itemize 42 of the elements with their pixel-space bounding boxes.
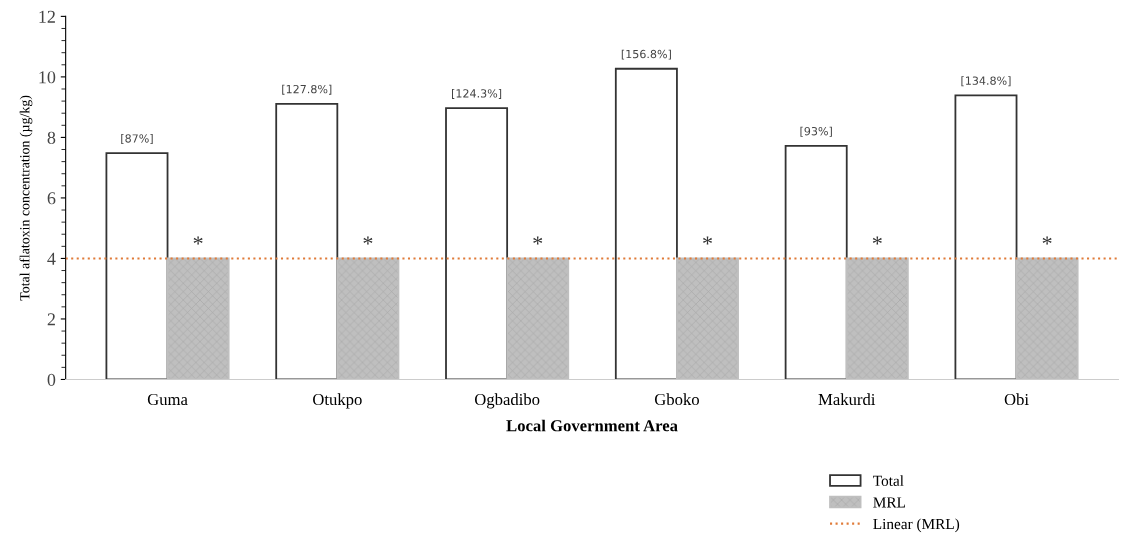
- annotation: *: [363, 236, 373, 245]
- x-axis-title: Local Government Area: [506, 419, 678, 432]
- annotation: *: [703, 236, 712, 245]
- x-tick-label: Makurdi: [818, 393, 876, 406]
- annotation: *: [872, 236, 882, 245]
- y-tick-label: 0: [47, 373, 56, 386]
- y-tick-label: 12: [39, 10, 55, 23]
- x-tick-label: Gboko: [654, 393, 699, 406]
- bar: [1015, 257, 1079, 380]
- bar: [166, 257, 230, 380]
- annotation: [93%]: [800, 126, 832, 137]
- y-tick-label: 8: [47, 131, 56, 144]
- bar: [336, 257, 400, 380]
- bar: [784, 144, 848, 380]
- x-tick-label: Obi: [1004, 393, 1029, 406]
- legend-label: MRL: [873, 497, 905, 508]
- annotation: [156.8%]: [621, 49, 671, 60]
- y-tick-label: 2: [47, 313, 55, 326]
- bar: [445, 107, 509, 380]
- y-tick-label: 6: [47, 192, 56, 205]
- bar: [845, 257, 909, 380]
- annotation: *: [193, 236, 203, 245]
- x-tick-label: Ogbadibo: [474, 393, 540, 409]
- annotation: *: [533, 236, 543, 245]
- annotation: *: [1042, 236, 1052, 245]
- annotation: [127.8%]: [282, 84, 332, 95]
- annotation: [87%]: [121, 134, 153, 144]
- bar: [275, 102, 339, 380]
- y-tick-label: 4: [47, 252, 56, 265]
- legend-label: Linear (MRL): [873, 518, 960, 533]
- bar: [506, 257, 570, 380]
- x-tick-label: Guma: [147, 393, 188, 406]
- legend-label: Total: [873, 475, 904, 486]
- bar: [105, 152, 169, 380]
- y-axis-title: Total aflatoxin concentration (µg/kg): [19, 95, 33, 301]
- bar: [676, 257, 739, 380]
- annotation: [124.3%]: [452, 88, 502, 99]
- bar: [614, 67, 678, 380]
- annotation: [134.8%]: [961, 76, 1011, 87]
- y-tick-label: 10: [39, 71, 56, 84]
- bar: [954, 94, 1018, 380]
- x-tick-label: Otukpo: [313, 393, 362, 409]
